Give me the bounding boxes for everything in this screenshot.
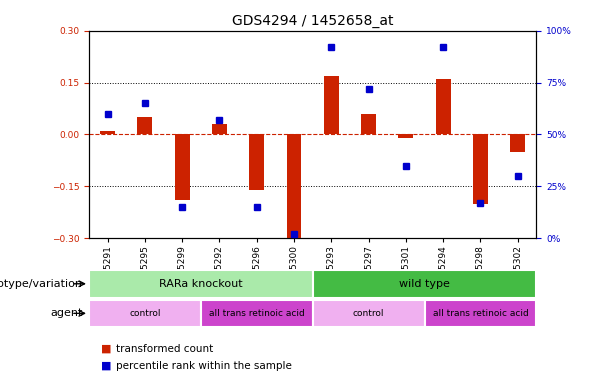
Text: transformed count: transformed count [116,344,214,354]
Bar [424,300,536,327]
Bar [398,134,413,138]
Text: ■: ■ [101,361,112,371]
Text: percentile rank within the sample: percentile rank within the sample [116,361,292,371]
Bar [324,76,339,134]
Text: control: control [129,309,161,318]
Bar [286,134,302,238]
Text: all trans retinoic acid: all trans retinoic acid [209,309,305,318]
Bar [313,270,536,298]
Bar [361,114,376,134]
Bar [436,79,451,134]
Text: genotype/variation: genotype/variation [0,279,83,289]
Bar [89,300,201,327]
Bar [212,124,227,134]
Text: control: control [353,309,384,318]
Bar [100,131,115,134]
Bar [473,134,488,204]
Title: GDS4294 / 1452658_at: GDS4294 / 1452658_at [232,14,394,28]
Bar [510,134,525,152]
Bar [201,300,313,327]
Text: ■: ■ [101,344,112,354]
Bar [175,134,189,200]
Bar [249,134,264,190]
Text: all trans retinoic acid: all trans retinoic acid [433,309,528,318]
Text: agent: agent [50,308,83,318]
Bar [137,117,152,134]
Text: RARa knockout: RARa knockout [159,279,243,289]
Bar [313,300,424,327]
Bar [89,270,313,298]
Text: wild type: wild type [399,279,450,289]
